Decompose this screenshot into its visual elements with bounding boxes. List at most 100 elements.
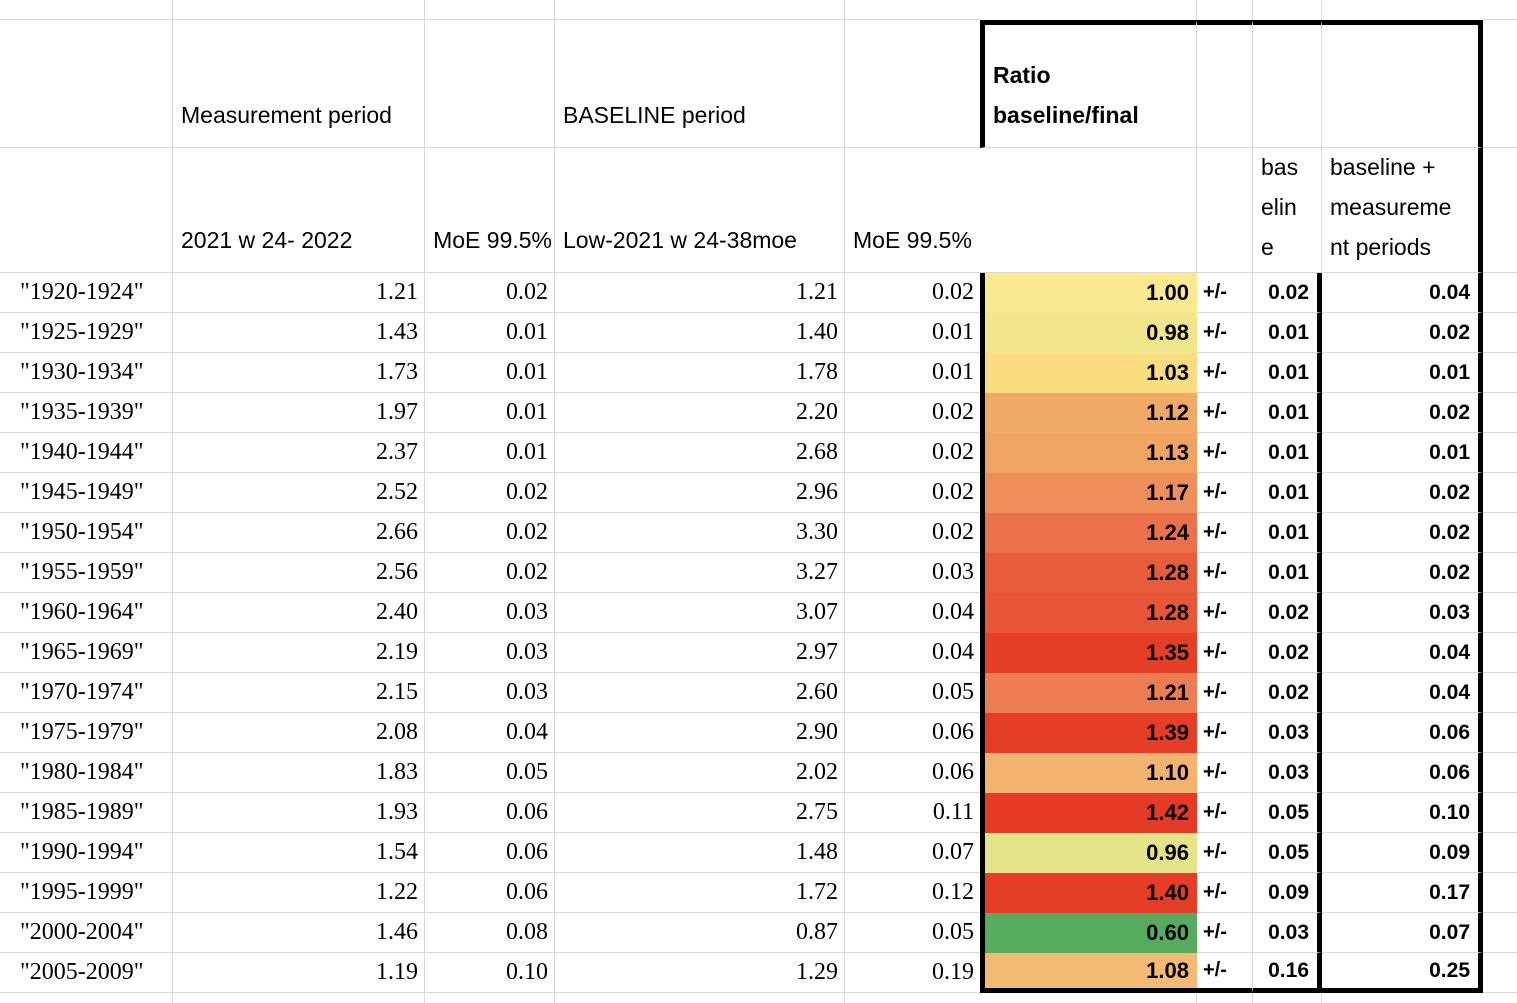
ratio-cell[interactable]: 1.28 — [980, 593, 1197, 633]
cohort-cell[interactable]: "1995-1999" — [0, 873, 173, 913]
empty-header-cell[interactable] — [1322, 20, 1483, 148]
plus-minus-cell[interactable]: +/- — [1197, 473, 1253, 513]
ratio-moe-cell[interactable]: 0.03 — [1253, 753, 1322, 793]
measurement-cell[interactable]: 1.43 — [173, 313, 425, 353]
measurement-moe-cell[interactable]: 0.03 — [425, 633, 555, 673]
baseline-moe-cell[interactable]: 0.05 — [845, 673, 980, 713]
baseline-cell[interactable]: 1.72 — [555, 873, 845, 913]
ratio-moe-cell[interactable]: 0.01 — [1253, 393, 1322, 433]
baseline-cell[interactable]: 1.21 — [555, 273, 845, 313]
combined-moe-cell[interactable]: 0.10 — [1322, 793, 1483, 833]
baseline-moe-cell[interactable]: 0.02 — [845, 433, 980, 473]
plus-minus-cell[interactable]: +/- — [1197, 433, 1253, 473]
baseline-cell[interactable]: 1.29 — [555, 953, 845, 993]
plus-minus-cell[interactable]: +/- — [1197, 873, 1253, 913]
measurement-moe-cell[interactable]: 0.01 — [425, 433, 555, 473]
ratio-moe-cell[interactable]: 0.01 — [1253, 353, 1322, 393]
combined-moe-cell[interactable]: 0.06 — [1322, 753, 1483, 793]
baseline-moe-cell[interactable]: 0.01 — [845, 313, 980, 353]
baseline-cell[interactable]: 2.68 — [555, 433, 845, 473]
measurement-moe-cell[interactable]: 0.08 — [425, 913, 555, 953]
cohort-cell[interactable]: "2005-2009" — [0, 953, 173, 993]
measurement-cell[interactable]: 2.19 — [173, 633, 425, 673]
plus-minus-cell[interactable]: +/- — [1197, 633, 1253, 673]
measurement-moe-header[interactable]: MoE 99.5% — [425, 148, 555, 273]
plus-minus-cell[interactable]: +/- — [1197, 673, 1253, 713]
ratio-cell[interactable]: 1.17 — [980, 473, 1197, 513]
ratio-cell[interactable]: 1.28 — [980, 553, 1197, 593]
ratio-moe-cell[interactable]: 0.02 — [1253, 633, 1322, 673]
plus-minus-cell[interactable]: +/- — [1197, 593, 1253, 633]
measurement-moe-cell[interactable]: 0.06 — [425, 833, 555, 873]
ratio-moe-cell[interactable]: 0.01 — [1253, 513, 1322, 553]
plus-minus-cell[interactable]: +/- — [1197, 953, 1253, 993]
measurement-cell[interactable]: 2.56 — [173, 553, 425, 593]
baseline-moe-cell[interactable]: 0.06 — [845, 713, 980, 753]
ratio-cell[interactable]: 0.60 — [980, 913, 1197, 953]
baseline-moe-cell[interactable]: 0.19 — [845, 953, 980, 993]
ratio-cell[interactable]: 1.39 — [980, 713, 1197, 753]
measurement-moe-cell[interactable]: 0.01 — [425, 313, 555, 353]
measurement-moe-cell[interactable]: 0.03 — [425, 593, 555, 633]
ratio-moe-cell[interactable]: 0.03 — [1253, 713, 1322, 753]
combined-moe-cell[interactable]: 0.02 — [1322, 313, 1483, 353]
ratio-cell[interactable]: 0.96 — [980, 833, 1197, 873]
cohort-cell[interactable]: "1980-1984" — [0, 753, 173, 793]
combined-moe-cell[interactable]: 0.03 — [1322, 593, 1483, 633]
empty-header-cell[interactable] — [980, 148, 1197, 273]
baseline-cell[interactable]: 3.27 — [555, 553, 845, 593]
combined-moe-cell[interactable]: 0.04 — [1322, 273, 1483, 313]
plus-minus-cell[interactable]: +/- — [1197, 913, 1253, 953]
cohort-cell[interactable]: "1970-1974" — [0, 673, 173, 713]
empty-header-cell[interactable] — [1197, 20, 1253, 148]
measurement-moe-cell[interactable]: 0.01 — [425, 353, 555, 393]
empty-header-cell[interactable] — [1197, 148, 1253, 273]
measurement-period-header[interactable]: Measurement period — [173, 20, 425, 148]
measurement-cell[interactable]: 1.93 — [173, 793, 425, 833]
combined-moe-cell[interactable]: 0.02 — [1322, 473, 1483, 513]
ratio-moe-cell[interactable]: 0.03 — [1253, 913, 1322, 953]
baseline-cell[interactable]: 2.60 — [555, 673, 845, 713]
ratio-cell[interactable]: 1.13 — [980, 433, 1197, 473]
ratio-cell[interactable]: 1.08 — [980, 953, 1197, 993]
baseline-cell[interactable]: 1.78 — [555, 353, 845, 393]
baseline-cell[interactable]: 3.30 — [555, 513, 845, 553]
baseline-sub-header[interactable]: Low-2021 w 24-38moe — [555, 148, 845, 273]
combined-moe-cell[interactable]: 0.09 — [1322, 833, 1483, 873]
cohort-cell[interactable]: "1930-1934" — [0, 353, 173, 393]
cohort-cell[interactable]: "1920-1924" — [0, 273, 173, 313]
measurement-cell[interactable]: 2.66 — [173, 513, 425, 553]
cohort-cell[interactable]: "1975-1979" — [0, 713, 173, 753]
combined-moe-cell[interactable]: 0.01 — [1322, 433, 1483, 473]
measurement-cell[interactable]: 1.83 — [173, 753, 425, 793]
baseline-moe-cell[interactable]: 0.05 — [845, 913, 980, 953]
ratio-moe-cell[interactable]: 0.02 — [1253, 273, 1322, 313]
measurement-sub-header[interactable]: 2021 w 24- 2022 — [173, 148, 425, 273]
ratio-moe-cell[interactable]: 0.05 — [1253, 833, 1322, 873]
baseline-moe-cell[interactable]: 0.12 — [845, 873, 980, 913]
plus-minus-cell[interactable]: +/- — [1197, 793, 1253, 833]
empty-header-cell[interactable] — [425, 20, 555, 148]
empty-header-cell[interactable] — [1253, 20, 1322, 148]
measurement-moe-cell[interactable]: 0.06 — [425, 873, 555, 913]
ratio-moe-cell[interactable]: 0.01 — [1253, 433, 1322, 473]
baseline-moe-cell[interactable]: 0.02 — [845, 473, 980, 513]
baseline-cell[interactable]: 2.97 — [555, 633, 845, 673]
ratio-cell[interactable]: 1.10 — [980, 753, 1197, 793]
baseline-cell[interactable]: 1.48 — [555, 833, 845, 873]
ratio-cell[interactable]: 1.40 — [980, 873, 1197, 913]
baseline-cell[interactable]: 2.75 — [555, 793, 845, 833]
plus-minus-cell[interactable]: +/- — [1197, 353, 1253, 393]
baseline-moe-cell[interactable]: 0.03 — [845, 553, 980, 593]
baseline-moe-cell[interactable]: 0.02 — [845, 513, 980, 553]
cohort-cell[interactable]: "1955-1959" — [0, 553, 173, 593]
measurement-cell[interactable]: 1.22 — [173, 873, 425, 913]
baseline-cell[interactable]: 2.20 — [555, 393, 845, 433]
cohort-cell[interactable]: "1935-1939" — [0, 393, 173, 433]
ratio-moe-cell[interactable]: 0.02 — [1253, 673, 1322, 713]
ratio-cell[interactable]: 0.98 — [980, 313, 1197, 353]
plus-minus-cell[interactable]: +/- — [1197, 833, 1253, 873]
measurement-moe-cell[interactable]: 0.02 — [425, 473, 555, 513]
plus-minus-cell[interactable]: +/- — [1197, 313, 1253, 353]
ratio-moe-cell[interactable]: 0.16 — [1253, 953, 1322, 993]
